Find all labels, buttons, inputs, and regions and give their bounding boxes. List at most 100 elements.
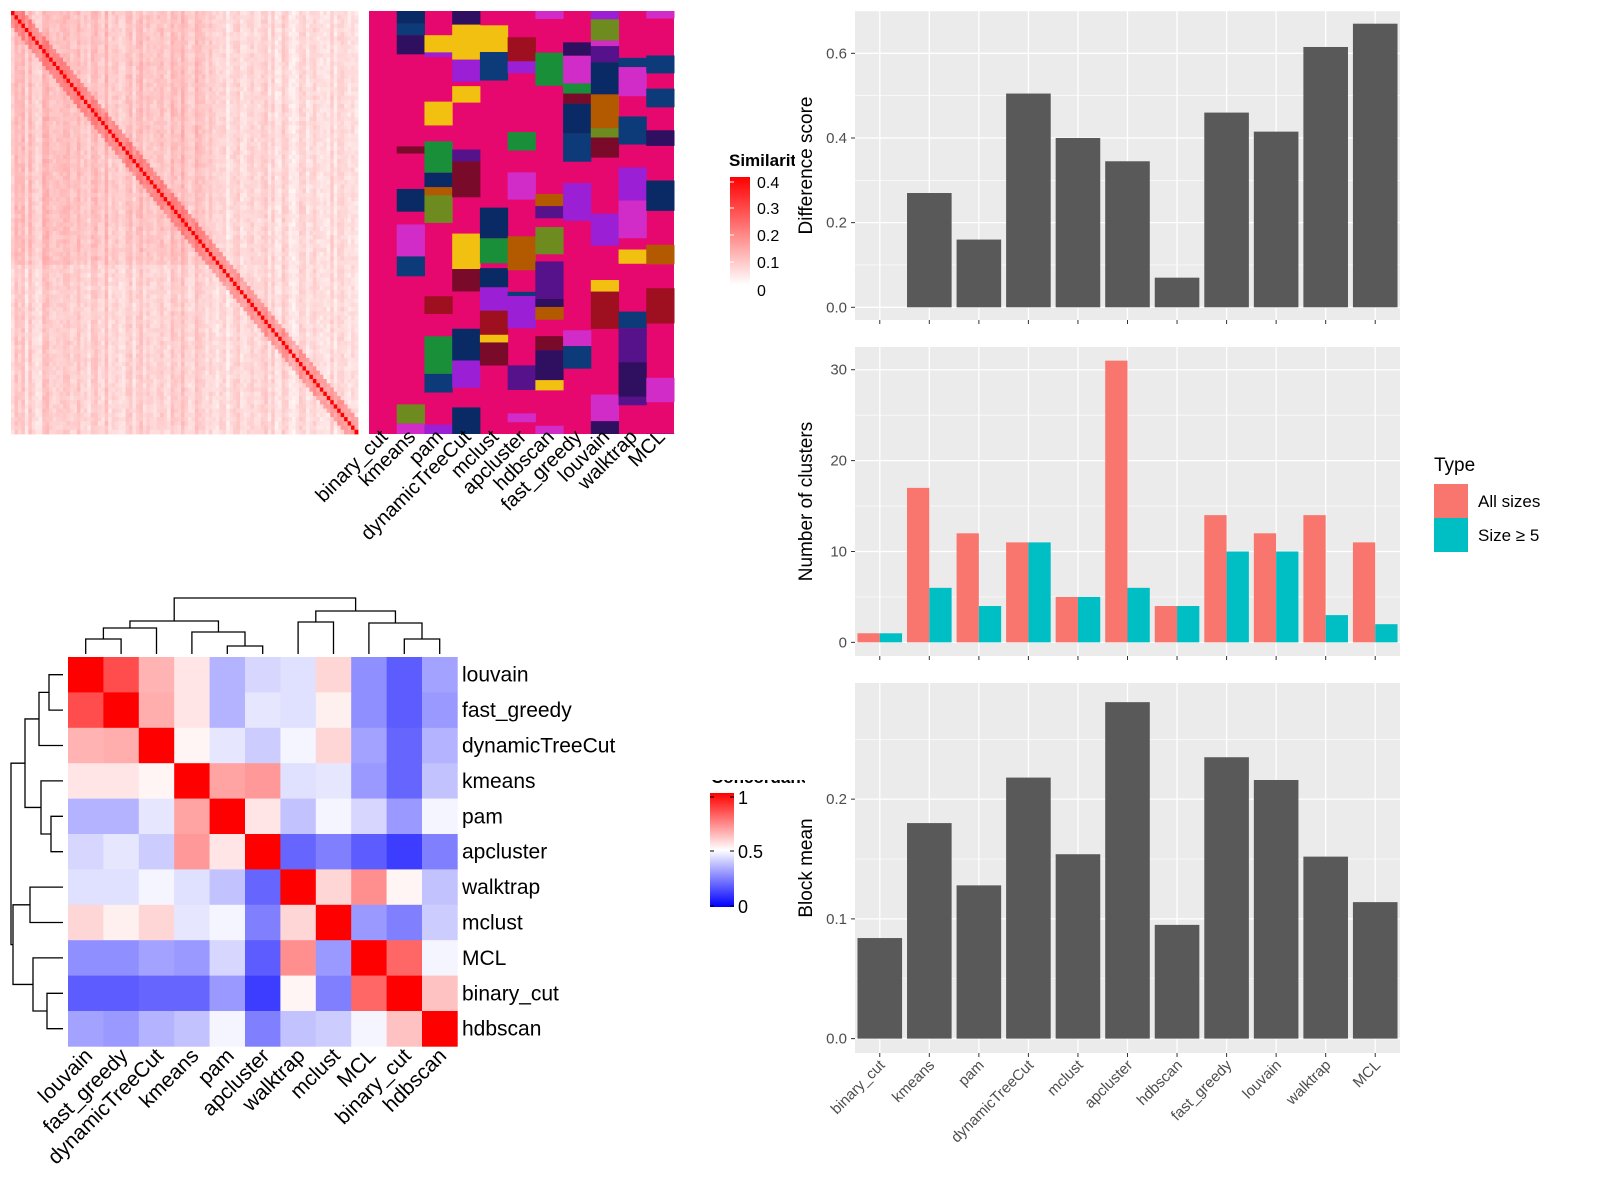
similarity-cell xyxy=(128,154,133,160)
similarity-cell xyxy=(201,36,206,42)
similarity-cell xyxy=(309,19,314,25)
similarity-cell xyxy=(156,150,161,156)
similarity-cell xyxy=(45,146,50,151)
similarity-cell xyxy=(330,188,335,194)
similarity-cell xyxy=(69,36,74,42)
similarity-cell xyxy=(215,74,220,80)
similarity-cell xyxy=(80,120,85,126)
similarity-cell xyxy=(94,74,99,80)
similarity-cell xyxy=(205,218,210,223)
similarity-cell xyxy=(45,142,50,147)
similarity-cell xyxy=(35,133,40,139)
similarity-cell xyxy=(122,40,126,46)
similarity-cell xyxy=(305,70,310,75)
similarity-cell xyxy=(170,108,175,113)
similarity-cell xyxy=(24,192,29,198)
similarity-cell xyxy=(56,57,60,63)
similarity-cell xyxy=(208,11,213,16)
similarity-cell xyxy=(76,201,81,206)
similarity-cell xyxy=(80,125,85,130)
similarity-cell xyxy=(337,99,342,105)
similarity-cell xyxy=(42,65,47,71)
similarity-cell xyxy=(208,209,213,215)
similarity-cell xyxy=(149,87,154,92)
similarity-cell xyxy=(139,70,144,75)
similarity-cell xyxy=(305,61,310,67)
similarity-cell xyxy=(90,61,95,67)
similarity-cell xyxy=(59,180,64,185)
similarity-cell xyxy=(111,65,116,71)
similarity-cell xyxy=(42,201,47,206)
similarity-cell xyxy=(205,27,210,33)
similarity-cell xyxy=(312,57,317,63)
similarity-cell xyxy=(299,184,303,190)
similarity-cell xyxy=(108,44,113,50)
similarity-cell xyxy=(302,197,307,202)
similarity-cell xyxy=(128,91,133,96)
similarity-cell xyxy=(101,214,106,219)
similarity-cell xyxy=(69,104,74,109)
similarity-cell xyxy=(122,11,126,16)
similarity-cell xyxy=(21,95,26,101)
similarity-cell xyxy=(73,171,78,177)
similarity-cell xyxy=(212,120,217,126)
similarity-cell xyxy=(344,129,348,135)
similarity-cell xyxy=(153,116,158,122)
similarity-cell xyxy=(240,53,244,58)
similarity-cell xyxy=(177,218,182,223)
similarity-cell xyxy=(292,175,296,181)
similarity-cell xyxy=(45,36,50,42)
similarity-cell xyxy=(87,146,92,151)
similarity-cell xyxy=(128,180,133,185)
similarity-cell xyxy=(94,125,99,130)
similarity-cell xyxy=(205,65,210,71)
similarity-cell xyxy=(97,163,102,168)
similarity-cell xyxy=(31,218,36,223)
similarity-cell xyxy=(246,53,251,58)
similarity-cell xyxy=(333,188,338,194)
similarity-cell xyxy=(21,11,26,16)
similarity-cell xyxy=(45,23,50,29)
similarity-cell xyxy=(135,188,140,194)
similarity-cell xyxy=(63,175,67,181)
similarity-cell xyxy=(330,159,335,164)
similarity-cell xyxy=(257,120,262,126)
similarity-cell xyxy=(253,99,258,105)
similarity-cell xyxy=(153,19,158,25)
similarity-cell xyxy=(201,214,206,219)
similarity-cell xyxy=(35,74,40,80)
similarity-cell xyxy=(97,129,102,135)
similarity-cell xyxy=(201,197,206,202)
similarity-cell xyxy=(80,82,85,88)
similarity-cell xyxy=(132,27,137,33)
similarity-cell xyxy=(156,146,161,151)
similarity-cell xyxy=(240,70,244,75)
similarity-cell xyxy=(174,15,178,20)
similarity-cell xyxy=(90,188,95,194)
similarity-cell xyxy=(94,19,99,25)
similarity-cell xyxy=(167,146,172,151)
similarity-cell xyxy=(132,150,137,156)
similarity-cell xyxy=(226,137,231,143)
similarity-cell xyxy=(170,74,175,80)
similarity-cell xyxy=(278,61,283,67)
similarity-cell xyxy=(35,205,40,211)
similarity-cell xyxy=(233,23,237,29)
similarity-cell xyxy=(24,171,29,177)
similarity-cell xyxy=(94,129,99,135)
similarity-cell xyxy=(87,175,92,181)
similarity-cell xyxy=(229,125,234,130)
similarity-cell xyxy=(264,175,269,181)
similarity-cell xyxy=(11,44,15,50)
similarity-cell xyxy=(264,61,269,67)
similarity-cell xyxy=(108,36,113,42)
similarity-cell xyxy=(135,154,140,160)
similarity-cell xyxy=(243,49,248,54)
similarity-cell xyxy=(63,99,67,105)
similarity-cell xyxy=(344,65,348,71)
similarity-cell xyxy=(299,188,303,194)
similarity-cell xyxy=(316,175,321,181)
similarity-cell xyxy=(302,171,307,177)
similarity-cell xyxy=(17,53,22,58)
similarity-cell xyxy=(28,82,33,88)
